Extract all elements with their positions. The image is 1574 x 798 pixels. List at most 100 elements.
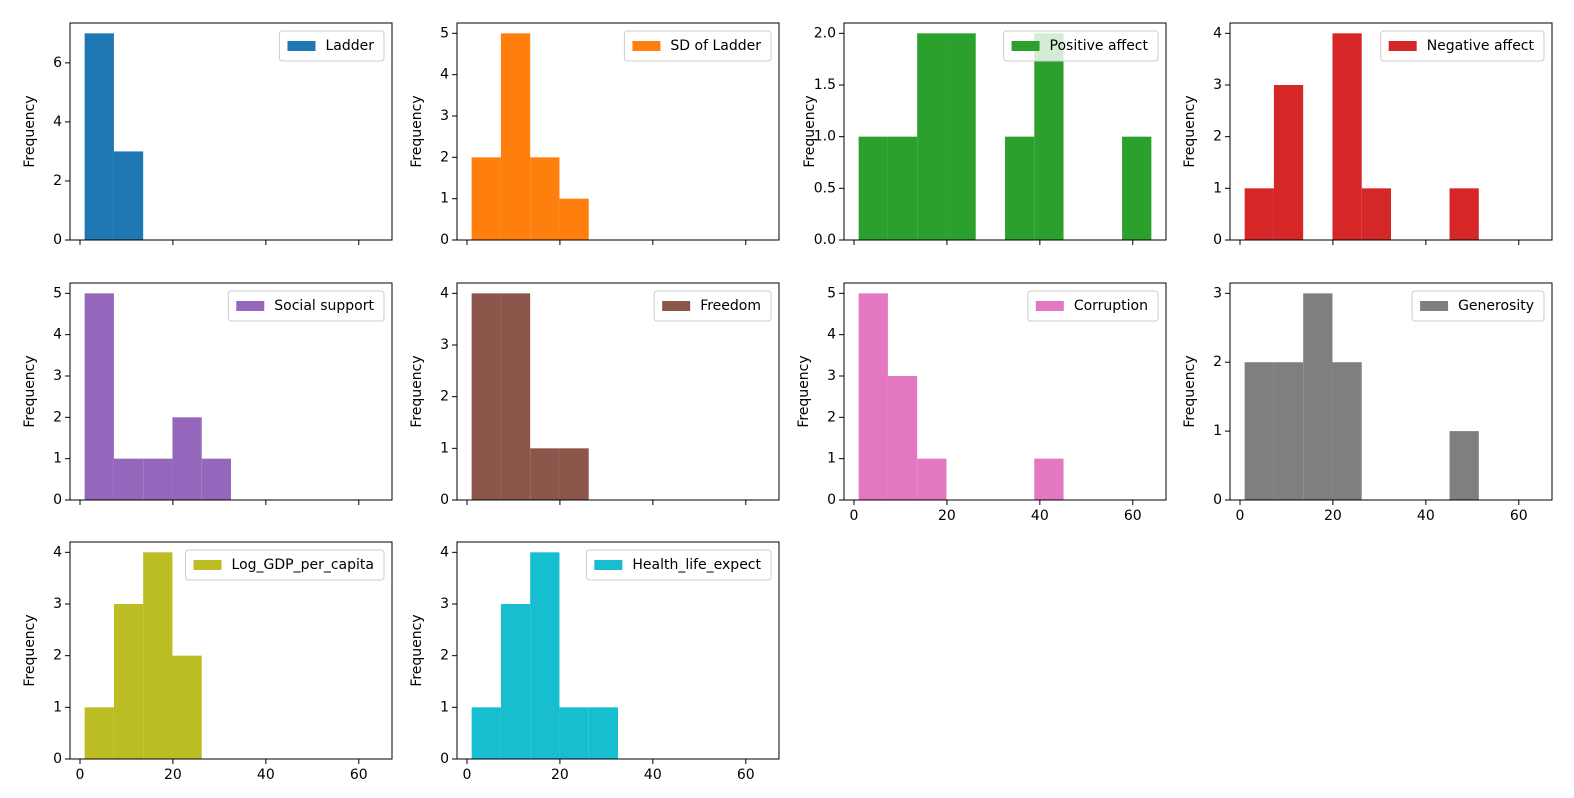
bar [1034,458,1064,500]
y-tick-label: 4 [53,327,62,343]
y-tick-label: 3 [1213,285,1222,301]
axes-frame [69,282,393,501]
y-tick-label: 2 [1213,354,1222,370]
legend-swatch [662,301,691,311]
legend-box [1027,290,1159,322]
subplot: 0 20 40 60 0 1 2 3 4 Frequency Health_life_expect [409,541,780,783]
legend-box [1003,30,1159,62]
bar [84,707,114,759]
axes-frame [843,22,1167,241]
y-tick-label: 2 [53,409,62,425]
bar [1034,33,1064,241]
x-tick-label: 60 [1124,508,1142,524]
legend-swatch [594,560,623,570]
legend: Social support [227,290,385,322]
y-tick-label: 0 [1213,492,1222,508]
y-tick-label: 6 [53,55,62,71]
y-axis-label: Frequency [796,355,812,427]
y-tick-label: 0 [440,232,449,248]
bar [471,293,501,500]
y-tick-label: 3 [440,108,449,124]
subplot: 0.0 0.5 1.0 1.5 2.0 Frequency Positive affect [802,22,1167,248]
y-tick-label: 2.0 [814,25,836,41]
bar [946,33,976,241]
legend: Ladder [278,30,385,62]
bar [1361,188,1391,240]
y-tick-label: 1 [440,699,449,715]
y-tick-label: 1 [440,191,449,207]
legend-swatch [1035,301,1064,311]
bar [887,376,918,500]
legend-label: Corruption [1074,298,1148,314]
y-tick-label: 3 [53,368,62,384]
bar [1005,136,1035,240]
bar [113,458,144,500]
bar [588,707,618,759]
y-tick-label: 5 [53,285,62,301]
axes-frame [456,282,780,501]
bar [559,448,589,500]
y-tick-label: 2 [827,409,836,425]
y-tick-label: 2 [53,173,62,189]
legend-swatch [1388,41,1417,51]
legend-box [623,30,772,62]
bar [1332,33,1362,241]
legend-label: Social support [274,298,374,314]
y-tick-label: 3 [1213,77,1222,93]
legend-swatch [287,41,316,51]
y-tick-label: 0 [440,492,449,508]
y-axis-label: Frequency [1182,355,1198,427]
legend-label: SD of Ladder [670,38,761,54]
legend-label: Generosity [1458,298,1534,314]
bar [471,707,501,759]
bar [559,707,589,759]
axes-frame [1229,282,1553,501]
y-tick-label: 0 [440,751,449,767]
legend-label: Log_GDP_per_capita [232,557,374,573]
bar [84,293,114,500]
bar [917,33,947,241]
x-tick-label: 20 [1324,508,1342,524]
y-tick-label: 0 [827,492,836,508]
legend-label: Negative affect [1427,38,1535,54]
y-tick-label: 4 [440,285,449,301]
legend: SD of Ladder [623,30,772,62]
subplot: 0 1 2 3 4 5 Frequency Social support [22,282,393,508]
subplot: 0 20 40 60 0 1 2 3 Frequency Generosity [1182,282,1553,524]
legend: Positive affect [1003,30,1159,62]
y-tick-label: 2 [53,648,62,664]
bar [858,136,888,240]
y-tick-label: 1.5 [814,77,836,93]
subplot: 0 1 2 3 4 Frequency Negative affect [1182,22,1553,248]
bar [530,448,560,500]
legend: Freedom [653,290,772,322]
y-tick-label: 2 [440,389,449,405]
legend-box [1411,290,1545,322]
y-tick-label: 0 [1213,232,1222,248]
bar [500,604,531,759]
subplot: 0 20 40 60 0 1 2 3 4 Frequency Log_GDP_per_capita [22,541,393,783]
y-axis-label: Frequency [409,614,425,686]
legend-label: Positive affect [1050,38,1149,54]
y-tick-label: 3 [440,596,449,612]
bar [887,136,918,240]
legend-swatch [632,41,661,51]
y-tick-label: 4 [53,114,62,130]
axes-frame [69,541,393,760]
y-tick-label: 2 [440,648,449,664]
y-tick-label: 0.5 [814,180,836,196]
bar [172,655,202,759]
legend-label: Freedom [700,298,761,314]
bar [530,552,560,759]
legend-box [653,290,772,322]
legend: Negative affect [1380,30,1545,62]
y-axis-label: Frequency [22,95,38,167]
bar [143,552,173,759]
legend-box [585,549,772,581]
subplot: 0 1 2 3 4 Frequency Freedom [409,282,780,508]
y-axis-label: Frequency [409,95,425,167]
y-axis-label: Frequency [22,355,38,427]
y-tick-label: 3 [53,596,62,612]
